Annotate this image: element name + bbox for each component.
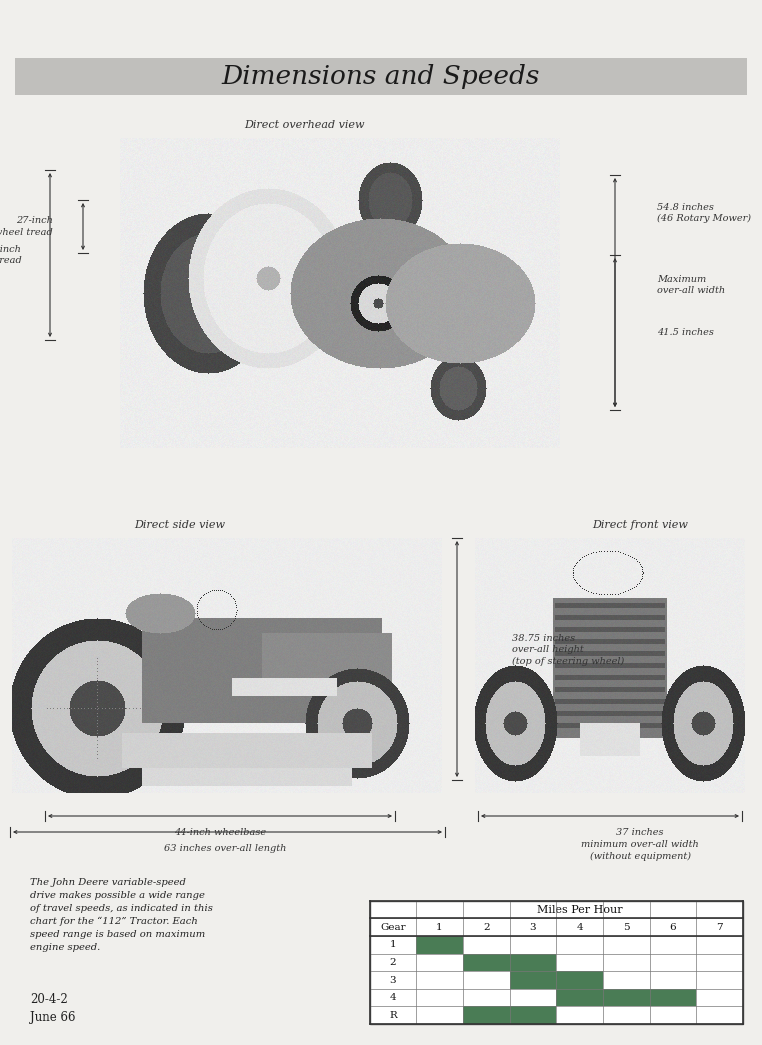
- Text: Direct overhead view: Direct overhead view: [245, 120, 365, 130]
- Text: 5: 5: [623, 923, 629, 932]
- Text: R: R: [389, 1011, 397, 1020]
- Bar: [463, 1006, 510, 1024]
- Text: The John Deere variable-speed
drive makes possible a wide range
of travel speeds: The John Deere variable-speed drive make…: [30, 878, 213, 952]
- Bar: [510, 1006, 556, 1024]
- Text: 4: 4: [576, 923, 583, 932]
- Text: 44-inch wheelbase: 44-inch wheelbase: [174, 828, 266, 837]
- Bar: [649, 989, 696, 1006]
- Text: 2: 2: [389, 958, 396, 967]
- Text: 20-4-2
June 66: 20-4-2 June 66: [30, 993, 75, 1024]
- Text: 2: 2: [483, 923, 489, 932]
- Text: Direct side view: Direct side view: [135, 520, 226, 530]
- Text: Miles Per Hour: Miles Per Hour: [536, 905, 623, 914]
- Text: 1: 1: [389, 940, 396, 949]
- Text: Maximum
over-all width: Maximum over-all width: [657, 275, 725, 296]
- Text: 4: 4: [389, 993, 396, 1002]
- Bar: [370, 901, 743, 1024]
- Bar: [416, 936, 463, 954]
- Text: 3: 3: [530, 923, 536, 932]
- Bar: [15, 59, 747, 95]
- Text: 27-inch
wheel tread: 27-inch wheel tread: [0, 216, 53, 237]
- Bar: [556, 989, 603, 1006]
- Bar: [603, 989, 649, 1006]
- Text: 54.8 inches
(46 Rotary Mower): 54.8 inches (46 Rotary Mower): [657, 203, 751, 224]
- Bar: [463, 954, 510, 971]
- Bar: [510, 954, 556, 971]
- Text: Direct front view: Direct front view: [592, 520, 688, 530]
- Text: 38.75 inches
over-all height
(top of steering wheel): 38.75 inches over-all height (top of ste…: [512, 633, 624, 667]
- Bar: [556, 971, 603, 989]
- Text: Dimensions and Speeds: Dimensions and Speeds: [222, 64, 540, 89]
- Text: 63 inches over-all length: 63 inches over-all length: [164, 844, 287, 853]
- Text: 41.5 inches: 41.5 inches: [657, 328, 714, 336]
- Text: 37 inches
minimum over-all width
(without equipment): 37 inches minimum over-all width (withou…: [581, 828, 699, 861]
- Text: Gear: Gear: [380, 923, 405, 932]
- Bar: [510, 971, 556, 989]
- Text: 7: 7: [716, 923, 723, 932]
- Text: 3: 3: [389, 976, 396, 984]
- Text: 1: 1: [437, 923, 443, 932]
- Text: 33-inch
wheel tread: 33-inch wheel tread: [0, 245, 22, 265]
- Text: 6: 6: [670, 923, 676, 932]
